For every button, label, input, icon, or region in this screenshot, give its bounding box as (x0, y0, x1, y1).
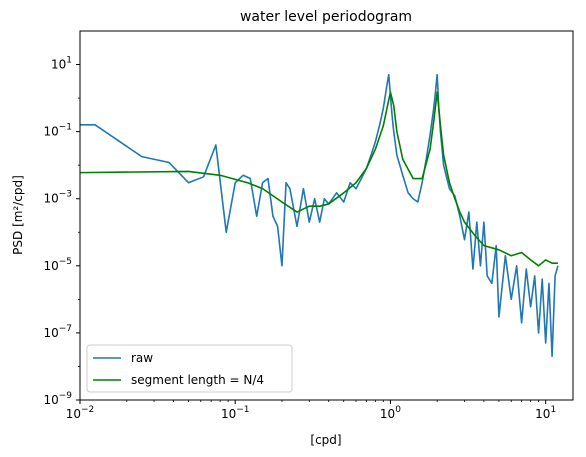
legend-label-segment: segment length = N/4 (131, 373, 264, 387)
x-tick-label: 10−2 (66, 405, 95, 421)
axis-ticks: 10−2 10−1 100 101 10−9 10−7 10−5 10−3 10−1 101 (43, 56, 556, 421)
y-tick-label: 10−9 (43, 391, 72, 407)
y-tick-label: 10−5 (43, 257, 72, 273)
y-tick-label: 10−1 (43, 123, 72, 139)
x-tick-label: 101 (535, 405, 556, 421)
y-tick-label: 10−3 (43, 190, 72, 206)
x-tick-label: 10−1 (221, 405, 250, 421)
legend-box (86, 344, 293, 393)
y-tick-label: 10−7 (43, 324, 72, 340)
legend: raw segment length = N/4 (86, 344, 293, 393)
y-axis-label: PSD [m²/cpd] (11, 175, 25, 255)
series-line-raw (80, 73, 559, 358)
chart-title: water level periodogram (240, 9, 412, 25)
plot-area (80, 73, 559, 358)
x-axis-label: [cpd] (310, 433, 341, 447)
y-tick-label: 101 (51, 56, 72, 72)
legend-label-raw: raw (131, 351, 153, 365)
axes-frame (79, 30, 574, 401)
x-tick-label: 100 (380, 405, 401, 421)
series-line-segment (80, 91, 558, 267)
